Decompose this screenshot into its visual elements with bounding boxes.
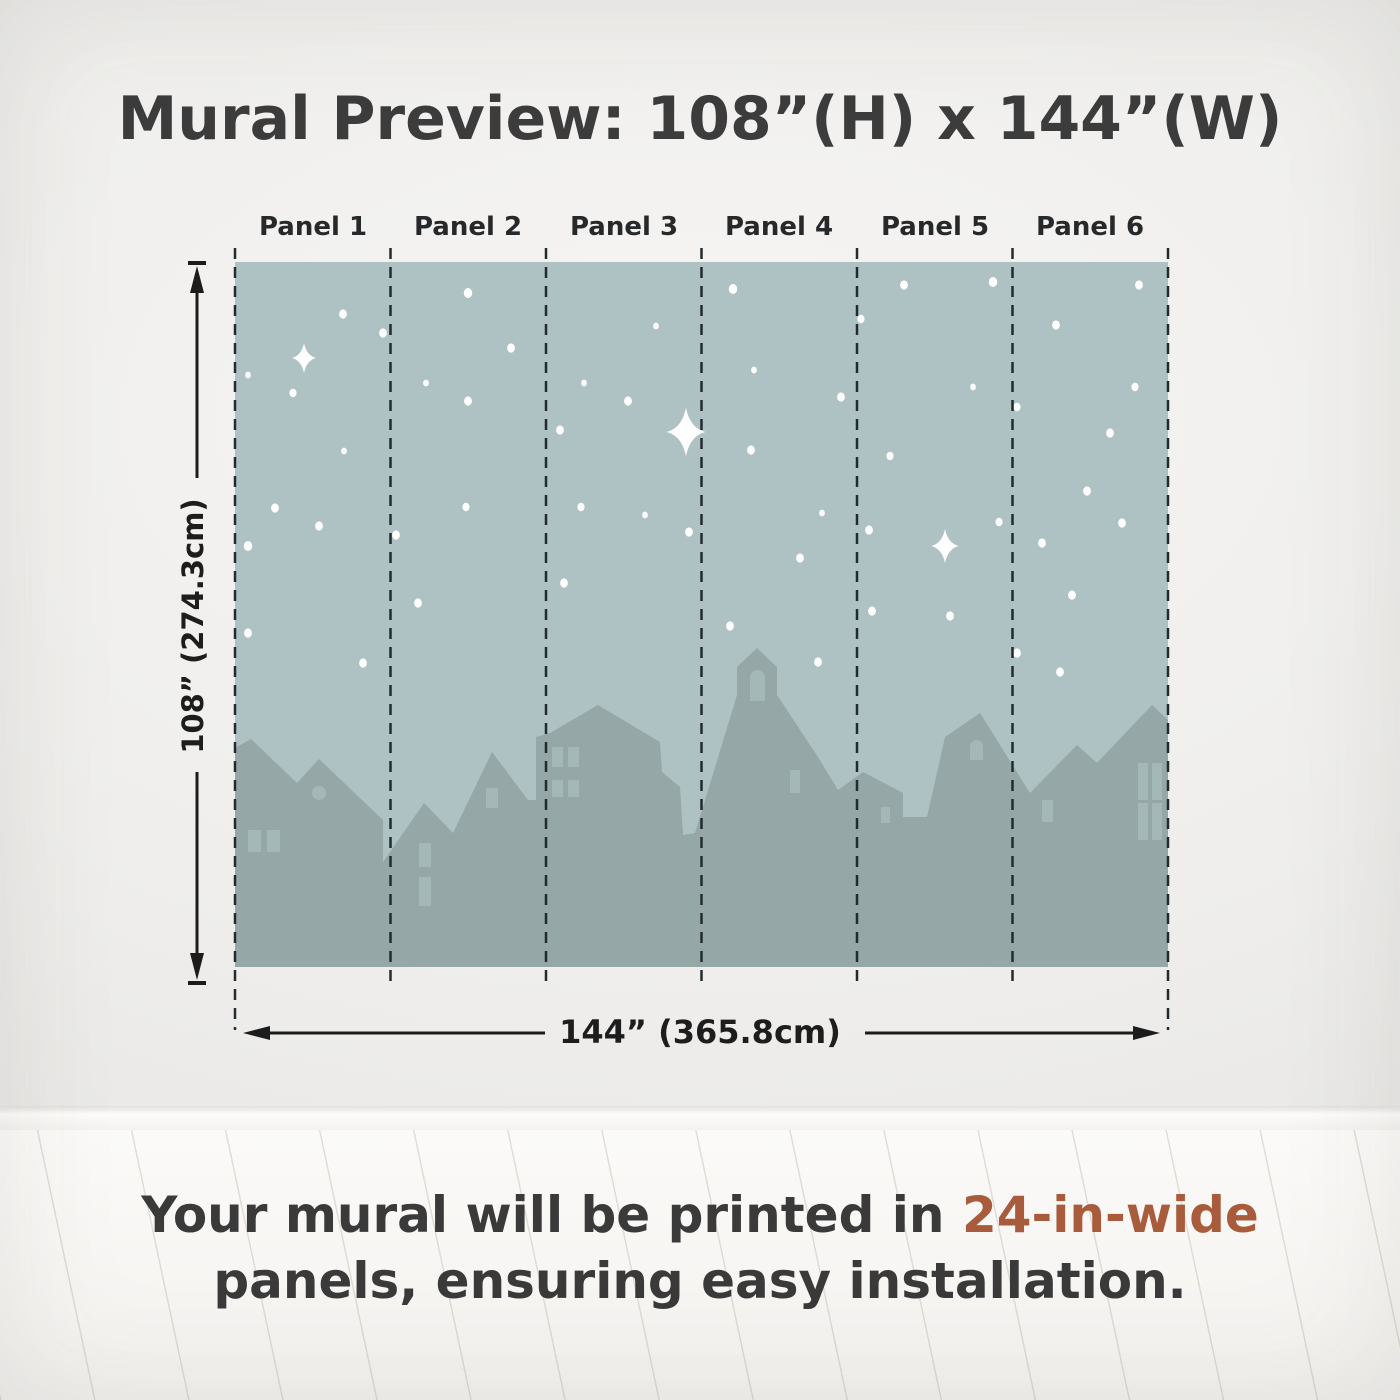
panel-label-3: Panel 3 [569,212,679,242]
snow-dot [423,379,429,387]
house-window [552,747,563,767]
wood-floor [0,1130,1400,1400]
footer-line-2: panels, ensuring easy installation. [213,1252,1187,1310]
snow-dot [865,525,873,535]
snow-dot [1083,486,1091,496]
snow-dot [900,280,908,290]
footer-text: Your mural will be printed in 24-in-wide… [0,1182,1400,1314]
house-window [552,780,563,797]
mural-preview [235,262,1168,967]
house-window [1138,803,1148,840]
snow-dot [1056,667,1064,677]
snow-dot [244,628,252,638]
height-dimension-label: 108” (274.3cm) [176,498,210,754]
snow-dot [1013,402,1021,412]
snow-dot [995,517,1003,527]
snow-dot [315,521,323,531]
snow-dot [814,657,822,667]
snow-dot [560,578,568,588]
snow-dot [653,322,659,330]
house-window [419,843,431,867]
snow-dot [1068,590,1076,600]
house-window [790,770,800,793]
snow-dot [796,553,804,563]
snow-dot [1052,320,1060,330]
snow-dot [341,447,347,455]
snow-dot [747,445,755,455]
snow-dot [577,502,585,512]
house-window [568,780,579,797]
house-window [1138,763,1148,800]
snow-dot [624,396,632,406]
snow-dot [1106,428,1114,438]
snow-dot [886,451,894,461]
house-window [1152,763,1162,800]
snow-dot [988,277,998,287]
house-window [248,830,261,852]
round-window [312,786,326,800]
snow-dot [726,621,734,631]
snow-dot [271,503,279,513]
snow-dot [392,530,400,540]
snow-dot [243,541,253,551]
sparkle-star-icon [666,408,706,456]
snow-dot [463,288,473,298]
arched-window [970,740,983,760]
snow-dot [946,611,954,621]
snow-dot [642,511,648,519]
snow-dot [379,328,387,338]
houses-skyline-silhouette [235,648,1168,967]
panel-label-1: Panel 1 [258,212,368,242]
snow-dot [685,527,693,537]
house-window [568,747,579,767]
house-window [486,788,498,808]
snow-dot [289,388,297,398]
house-window [1042,800,1053,822]
snow-dot [462,502,470,512]
snow-dot [728,284,738,294]
sparkle-star-icon [292,343,316,373]
snow-dot [819,509,825,517]
snow-dot [556,425,564,435]
snow-dot [1013,648,1021,658]
baseboard [0,1106,1400,1130]
snow-dot [1038,538,1046,548]
sparkle-star-icon [931,529,959,563]
snow-dot [751,366,757,374]
snow-dot [1131,382,1139,392]
snow-dot [1118,518,1126,528]
panel-label-4: Panel 4 [724,212,834,242]
footer-highlight: 24-in-wide [961,1186,1259,1244]
snow-dot [1135,280,1143,290]
footer-line-1: Your mural will be printed in 24-in-wide [141,1186,1259,1244]
snow-dot [868,606,876,616]
snow-dot [245,371,251,379]
house-window [267,830,280,852]
snow-dot [339,309,347,319]
page-title: Mural Preview: 108”(H) x 144”(W) [117,84,1283,154]
house-window [1152,803,1162,840]
mural-artwork [235,262,1168,967]
house-window [419,877,431,906]
panel-label-6: Panel 6 [1035,212,1145,242]
snow-dot [464,396,472,406]
panel-label-2: Panel 2 [413,212,523,242]
panel-label-5: Panel 5 [880,212,990,242]
snow-dot [970,383,976,391]
arched-window [750,670,766,701]
snow-dot [414,598,422,608]
snow-dot [359,658,367,668]
width-dimension-label: 144” (365.8cm) [559,1013,841,1051]
snow-dot [837,392,845,402]
snow-dot [581,379,587,387]
house-window [881,807,890,823]
snow-dot [507,343,515,353]
snow-dot [857,314,865,324]
